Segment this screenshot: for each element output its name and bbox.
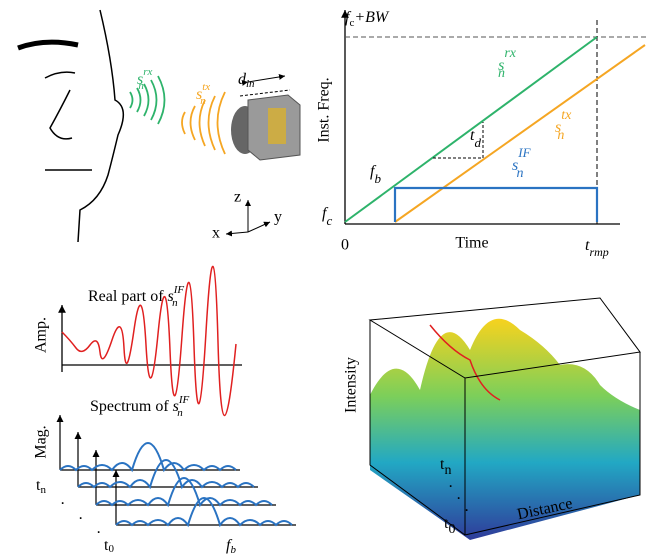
rmp-sub: rmp [589,245,608,259]
tn-label: tn [36,477,46,496]
axis-z: z [234,189,241,206]
c-tx-sup: tx [561,108,572,123]
axis-y: y [274,209,282,226]
t0-label: t0 [104,537,114,555]
if-sup: IF [517,145,531,160]
beat-label: fb [370,163,381,186]
sig-text: Real part of [88,288,168,305]
sp-text: Spectrum of [90,398,173,415]
top-label: fc+BW [345,9,390,29]
rx-waves [130,76,165,124]
if-sub: n [517,166,524,181]
if-signal [395,188,597,222]
sig-sup: IF [173,284,185,296]
origin-label: fc [322,205,332,228]
figure: dln srxn stxn z x y fc+BW Inst. Freq. sr… [0,0,655,560]
delay-label: td [470,127,481,150]
coord-axes [226,200,270,234]
tx-chirp [395,45,645,222]
s-dot: · [456,491,461,508]
chirp-axes [345,10,648,224]
distance-label: dln [238,71,255,90]
d-sub: d [474,135,481,150]
t0-sub: 0 [108,543,114,555]
fc-sub: c [326,213,332,228]
fb2-sub: b [230,544,236,556]
top-rest: +BW [354,9,390,26]
dot: · [78,511,83,528]
face [18,10,123,242]
surface-plot [370,298,640,540]
x-label: Time [455,235,488,252]
c-rx-sub: n [498,66,505,81]
amp-label: Amp. [33,317,50,353]
axis-x: x [212,225,220,242]
intensity-label: Intensity [343,357,360,413]
dot: · [96,525,101,542]
mag-label: Mag. [33,425,50,458]
distance-sub: ln [246,78,255,90]
st0-sub: 0 [448,522,455,537]
c-rx-sup: rx [504,46,516,61]
ramp-label: trmp [585,237,609,259]
s-dot: · [448,479,453,496]
radar-device [231,76,300,160]
tx-sub: n [200,95,206,107]
tx-sup: tx [202,81,210,93]
s-dot: · [464,503,469,520]
rx-sup: rx [143,66,152,78]
sp-sup: IF [178,394,190,406]
sig-sub: n [172,297,178,309]
zero-label: 0 [341,237,349,254]
tn-sub: n [40,484,46,496]
y-label: Inst. Freq. [316,77,333,142]
spectra [60,415,296,525]
c-tx-sub: n [557,128,564,143]
fb-axis-label: fb [226,537,236,556]
rx-sub: n [138,80,144,92]
fb-sub: b [374,171,381,186]
sp-sub: n [177,407,183,419]
stn-sub: n [444,463,451,478]
dot: · [60,496,65,513]
